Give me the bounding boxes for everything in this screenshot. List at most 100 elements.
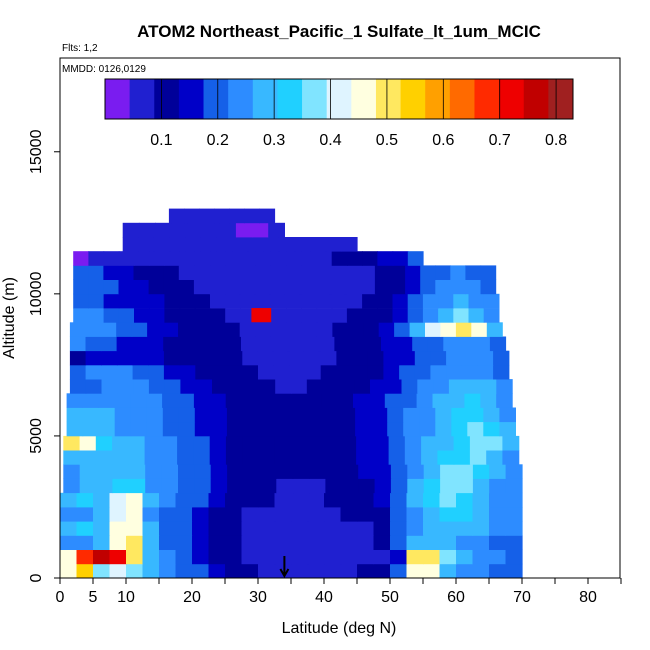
heatmap-cell bbox=[284, 279, 301, 295]
heatmap-cell bbox=[477, 364, 494, 380]
heatmap-cell bbox=[472, 549, 490, 565]
heatmap-cell bbox=[132, 350, 149, 366]
heatmap-cell bbox=[112, 450, 129, 465]
heatmap-cell bbox=[195, 364, 212, 380]
heatmap-cell bbox=[464, 379, 482, 394]
heatmap-cell bbox=[412, 336, 429, 352]
heatmap-cell bbox=[98, 393, 115, 408]
heatmap-cell bbox=[489, 549, 507, 565]
heatmap-cell bbox=[362, 293, 378, 309]
heatmap-cell bbox=[301, 251, 318, 266]
heatmap-cell bbox=[439, 563, 457, 579]
heatmap-cell bbox=[371, 421, 388, 437]
heatmap-cell bbox=[162, 407, 180, 423]
heatmap-cell bbox=[489, 336, 507, 352]
heatmap-cell bbox=[307, 563, 325, 579]
heatmap-cell bbox=[443, 336, 460, 352]
heatmap-cell bbox=[291, 507, 309, 522]
heatmap-cell bbox=[307, 521, 325, 536]
heatmap-cell bbox=[85, 322, 102, 337]
heatmap-cell bbox=[274, 535, 292, 550]
heatmap-cell bbox=[390, 535, 408, 550]
heatmap-cell bbox=[242, 450, 260, 465]
heatmap-cell bbox=[505, 492, 523, 508]
heatmap-cell bbox=[352, 350, 369, 366]
heatmap-cell bbox=[60, 521, 78, 536]
heatmap-cell bbox=[126, 535, 144, 550]
heatmap-cell bbox=[390, 563, 408, 579]
x-tick-label: 60 bbox=[447, 589, 465, 606]
heatmap-cell bbox=[502, 450, 520, 465]
heatmap-cell bbox=[406, 549, 424, 565]
heatmap-cell bbox=[257, 393, 274, 408]
heatmap-cell bbox=[346, 308, 363, 323]
heatmap-cell bbox=[126, 563, 144, 579]
heatmap-cell bbox=[377, 293, 394, 309]
heatmap-cell bbox=[225, 435, 243, 451]
heatmap-cell bbox=[179, 364, 196, 380]
heatmap-cell bbox=[359, 265, 376, 280]
heatmap-cell bbox=[396, 336, 413, 352]
heatmap-cell bbox=[211, 350, 228, 366]
colorbar-segment bbox=[105, 79, 131, 119]
heatmap-cell bbox=[242, 407, 260, 423]
heatmap-cell bbox=[323, 407, 340, 423]
heatmap-cell bbox=[456, 464, 474, 479]
colorbar-segment bbox=[252, 79, 278, 119]
heatmap-cell bbox=[239, 322, 256, 337]
heatmap-cell bbox=[400, 393, 418, 408]
heatmap-cell bbox=[243, 379, 260, 394]
heatmap-cell bbox=[85, 364, 102, 380]
heatmap-cell bbox=[219, 222, 237, 238]
heatmap-cell bbox=[450, 279, 466, 295]
heatmap-cell bbox=[258, 563, 276, 579]
heatmap-cell bbox=[73, 308, 89, 323]
heatmap-cell bbox=[307, 535, 325, 550]
heatmap-cell bbox=[145, 478, 163, 494]
heatmap-cell bbox=[109, 535, 127, 550]
heatmap-cell bbox=[489, 521, 507, 536]
heatmap-cell bbox=[291, 407, 308, 423]
heatmap-cell bbox=[423, 507, 441, 522]
heatmap-cell bbox=[324, 507, 342, 522]
heatmap-cell bbox=[284, 265, 301, 280]
heatmap-cell bbox=[76, 549, 94, 565]
y-axis-label: Altitude (m) bbox=[1, 277, 18, 359]
heatmap-cell bbox=[109, 507, 127, 522]
heatmap-cell bbox=[502, 435, 520, 451]
heatmap-cell bbox=[268, 222, 285, 238]
heatmap-cell bbox=[258, 435, 276, 451]
heatmap-cell bbox=[175, 549, 193, 565]
heatmap-cell bbox=[178, 464, 195, 479]
heatmap-cell bbox=[255, 322, 272, 337]
heatmap-cell bbox=[175, 521, 193, 536]
colorbar-tick-label: 0.1 bbox=[150, 132, 172, 149]
heatmap-cell bbox=[289, 393, 306, 408]
heatmap-cell bbox=[254, 265, 270, 280]
heatmap-cell bbox=[493, 350, 510, 366]
heatmap-cell bbox=[118, 308, 135, 323]
heatmap-cell bbox=[112, 478, 130, 494]
heatmap-cell bbox=[286, 251, 302, 266]
heatmap-cell bbox=[407, 464, 425, 479]
heatmap-cell bbox=[225, 521, 243, 536]
heatmap-cell bbox=[336, 350, 353, 366]
heatmap-cell bbox=[194, 308, 211, 323]
heatmap-cell bbox=[323, 450, 341, 465]
heatmap-cell bbox=[274, 450, 292, 465]
heatmap-cell bbox=[387, 421, 404, 437]
heatmap-cell bbox=[438, 308, 454, 323]
heatmap-cell bbox=[467, 421, 484, 437]
heatmap-cell bbox=[357, 507, 375, 522]
heatmap-cell bbox=[258, 450, 276, 465]
heatmap-cell bbox=[208, 521, 226, 536]
heatmap-cell bbox=[456, 507, 474, 522]
heatmap-cell bbox=[160, 435, 178, 451]
colorbar-segment bbox=[425, 79, 451, 119]
heatmap-cell bbox=[423, 521, 441, 536]
heatmap-cell bbox=[291, 435, 308, 451]
heatmap-cell bbox=[433, 379, 450, 394]
heatmap-cell bbox=[126, 507, 144, 522]
colorbar-segment bbox=[375, 79, 401, 119]
colorbar-segment bbox=[499, 79, 525, 119]
